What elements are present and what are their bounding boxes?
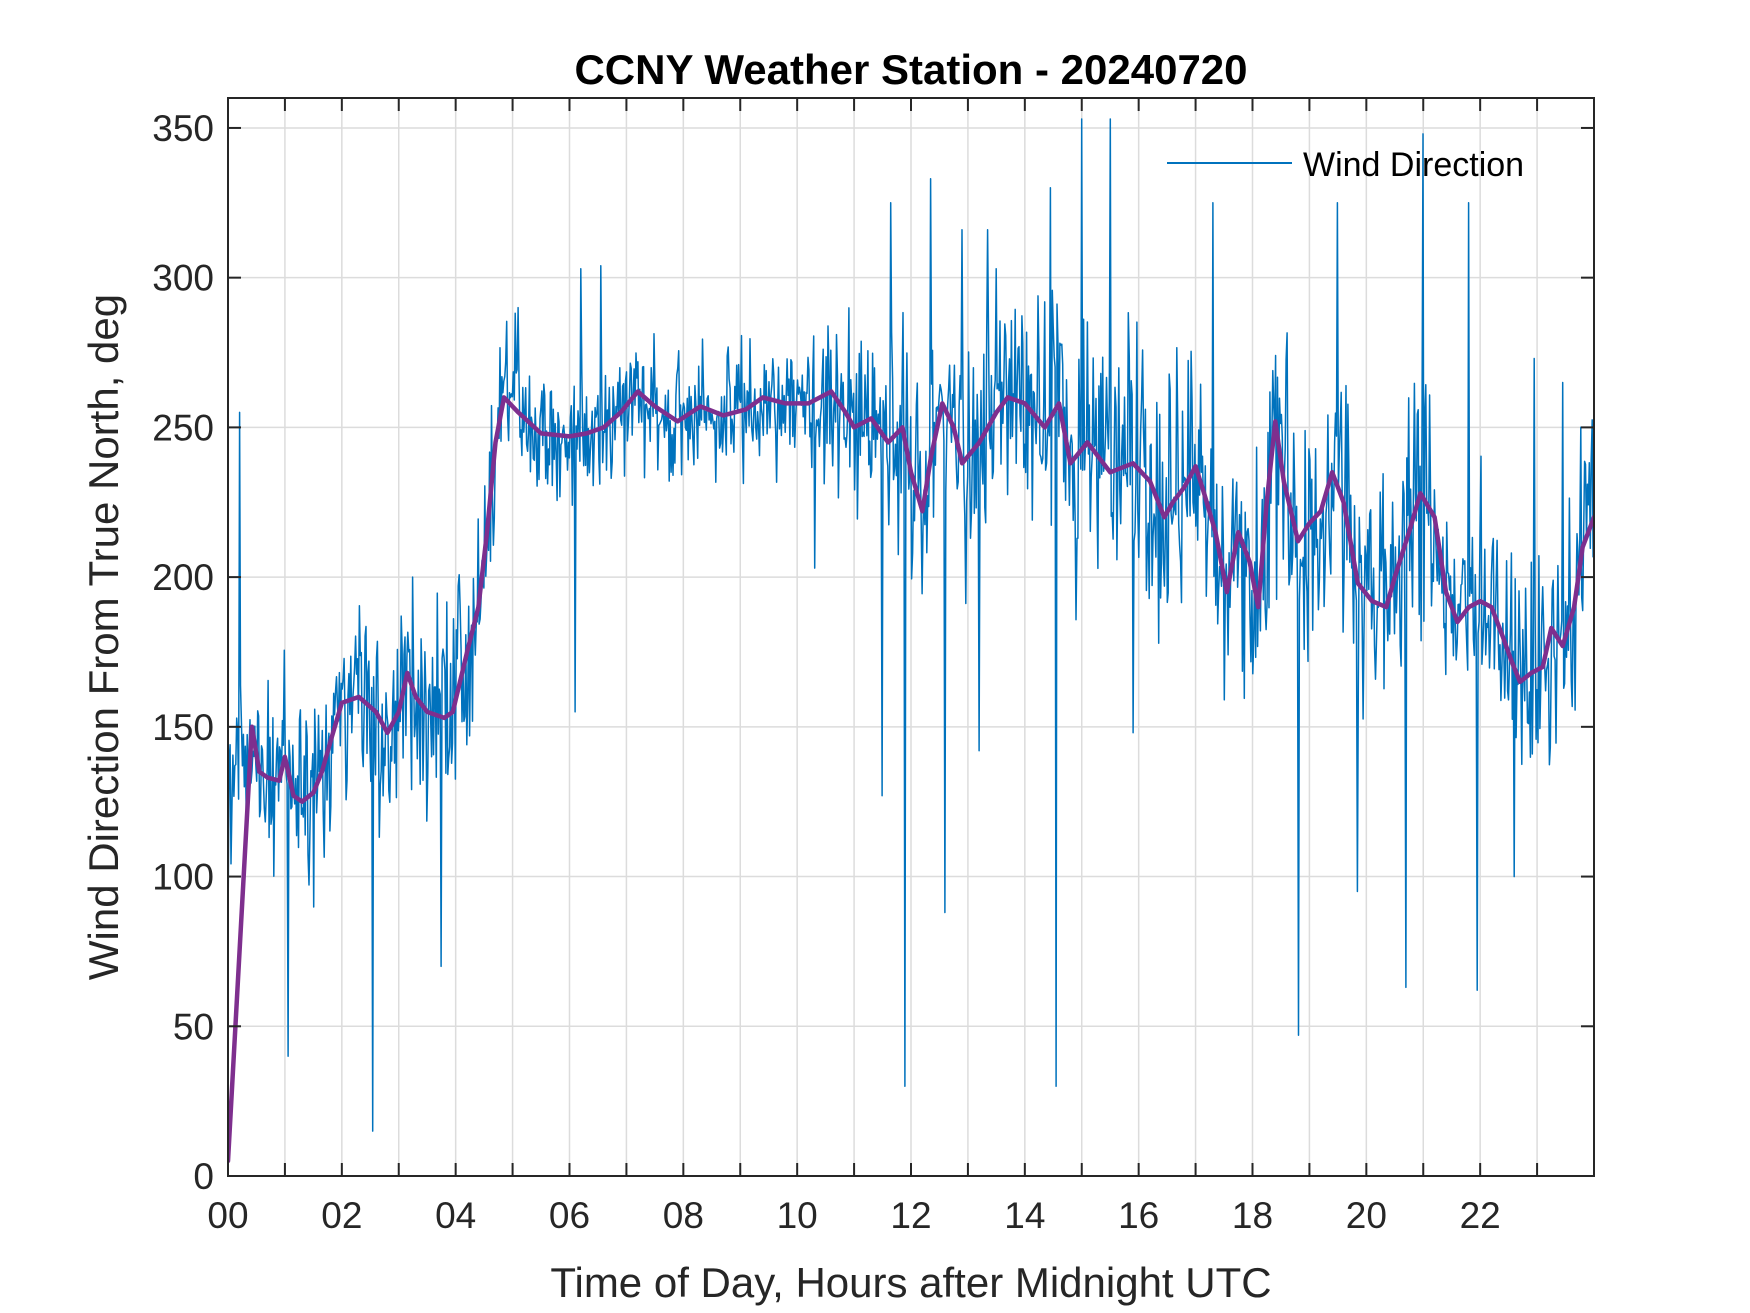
y-axis-label: Wind Direction From True North, deg <box>80 294 127 980</box>
y-tick-label: 150 <box>152 707 214 748</box>
x-tick-label: 22 <box>1460 1195 1501 1236</box>
series-group <box>228 118 1594 1164</box>
x-axis-label: Time of Day, Hours after Midnight UTC <box>550 1259 1271 1306</box>
y-tick-label: 200 <box>152 557 214 598</box>
series-line-running-average <box>228 389 1594 1164</box>
y-tick-label: 0 <box>193 1156 214 1197</box>
x-tick-labels: 00 02 04 06 08 10 12 14 16 18 20 22 <box>207 1195 1500 1236</box>
legend[interactable]: Wind Direction <box>1167 146 1524 184</box>
chart-title: CCNY Weather Station - 20240720 <box>574 46 1247 93</box>
y-tick-label: 250 <box>152 407 214 448</box>
x-tick-label: 10 <box>777 1195 818 1236</box>
legend-label-wind-direction: Wind Direction <box>1303 146 1524 184</box>
y-tick-label: 300 <box>152 258 214 299</box>
y-tick-label: 350 <box>152 108 214 149</box>
y-tick-label: 50 <box>173 1006 214 1047</box>
x-tick-label: 20 <box>1346 1195 1387 1236</box>
x-tick-label: 02 <box>321 1195 362 1236</box>
axis-ticks <box>228 98 1594 1177</box>
x-tick-label: 12 <box>890 1195 931 1236</box>
y-tick-labels: 0 50 100 150 200 250 300 350 <box>152 108 214 1197</box>
x-tick-label: 18 <box>1232 1195 1273 1236</box>
y-tick-label: 100 <box>152 857 214 898</box>
x-tick-label: 16 <box>1118 1195 1159 1236</box>
x-tick-label: 06 <box>549 1195 590 1236</box>
series-line-wind-direction <box>228 118 1594 1132</box>
x-tick-label: 00 <box>207 1195 248 1236</box>
grid-lines <box>228 98 1594 1176</box>
x-tick-label: 04 <box>435 1195 476 1236</box>
x-tick-label: 14 <box>1004 1195 1045 1236</box>
x-tick-label: 08 <box>663 1195 704 1236</box>
